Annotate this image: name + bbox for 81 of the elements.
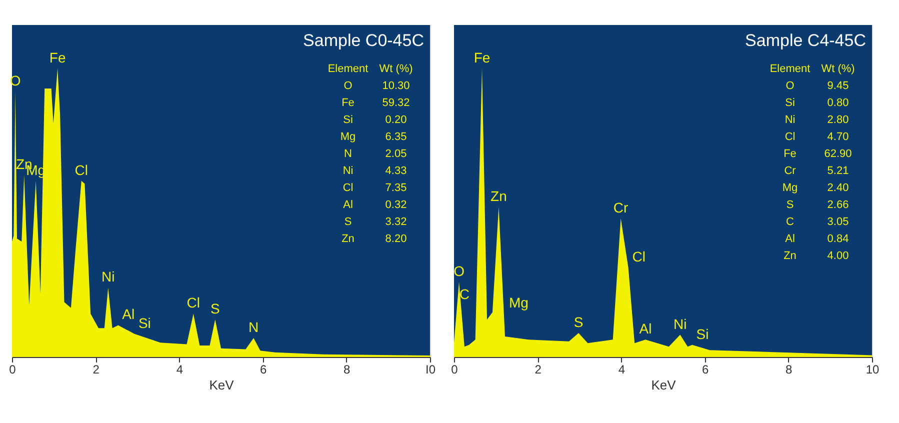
- annotation: 4.33: [385, 165, 407, 177]
- annotation: Mg: [340, 131, 356, 143]
- annotation: 59.32: [382, 97, 410, 109]
- annotation: 2.66: [827, 199, 849, 211]
- annotation: Fe: [784, 148, 796, 160]
- annotation: O: [786, 80, 795, 92]
- annotation: Ni: [102, 268, 115, 285]
- annotation: Si: [696, 326, 709, 342]
- annotation: S: [210, 300, 220, 316]
- annotation: Al: [785, 233, 795, 245]
- annotation: 2.80: [827, 114, 849, 126]
- annotation: Al: [122, 306, 135, 322]
- annotation: Fe: [474, 49, 490, 66]
- annotation: 4.00: [827, 250, 849, 262]
- annotation: S: [574, 314, 584, 330]
- annotation: Cl: [186, 294, 200, 311]
- annotation: 0.84: [827, 233, 849, 245]
- annotation: 0.32: [385, 199, 407, 211]
- x-tick-label: 2: [92, 362, 100, 376]
- annotation: Si: [138, 314, 151, 331]
- annotation: N: [344, 148, 352, 160]
- annotation: 5.21: [827, 165, 849, 177]
- x-tick-label: I0: [425, 362, 436, 376]
- x-tick-label: 2: [534, 362, 542, 376]
- annotation: 62.90: [824, 148, 852, 160]
- annotation: Fe: [49, 49, 66, 66]
- annotation: Wt (%): [821, 63, 855, 75]
- annotation: Mg: [508, 294, 528, 311]
- annotation: Cl: [632, 248, 646, 265]
- chart-title: Sample C0-45C: [303, 31, 424, 50]
- annotation: 7.35: [385, 182, 407, 194]
- annotation: Si: [343, 114, 353, 126]
- annotation: Fe: [342, 97, 354, 109]
- x-tick-label: 6: [260, 362, 267, 376]
- annotation: C: [786, 216, 794, 228]
- annotation: O: [344, 80, 353, 92]
- x-tick-label: 6: [702, 362, 709, 376]
- annotation: Cr: [613, 199, 628, 216]
- annotation: 4.70: [827, 131, 849, 143]
- annotation: 6.35: [385, 131, 407, 143]
- annotation: 2.40: [827, 182, 849, 194]
- annotation: Zn: [342, 233, 354, 245]
- annotation: S: [344, 216, 352, 228]
- x-tick-label: 4: [176, 362, 184, 376]
- annotation: Cl: [342, 182, 354, 194]
- annotation: O: [454, 262, 465, 279]
- x-tick-label: 4: [618, 362, 626, 376]
- chart-title: Sample C4-45C: [745, 31, 866, 50]
- annotation: Mg: [782, 182, 798, 194]
- annotation: Wt (%): [379, 63, 413, 75]
- annotation: S: [786, 199, 794, 211]
- annotation: N: [248, 318, 259, 335]
- annotation: 9.45: [827, 80, 849, 92]
- x-tick-label: 10: [866, 362, 880, 376]
- annotation: 2.05: [385, 148, 407, 160]
- annotation: 10.30: [382, 80, 410, 92]
- annotation: Ni: [342, 165, 354, 177]
- annotation: Cl: [784, 131, 796, 143]
- annotation: Cl: [74, 162, 88, 178]
- annotation: Cr: [784, 165, 796, 177]
- annotation: Al: [343, 199, 353, 211]
- annotation: 0.20: [385, 114, 407, 126]
- annotation: Element: [328, 63, 368, 75]
- annotation: Si: [785, 97, 795, 109]
- annotation: Ni: [674, 316, 687, 332]
- x-tick-label: 8: [344, 362, 351, 376]
- annotation: Zn: [784, 250, 796, 262]
- annotation: Al: [639, 320, 652, 337]
- annotation: Zn: [490, 188, 507, 204]
- annotation: 0.80: [827, 97, 849, 109]
- x-tick-label: 0: [451, 362, 458, 376]
- annotation: Element: [770, 63, 810, 75]
- annotation: 3.32: [385, 216, 407, 228]
- x-axis-title: KeV: [209, 378, 234, 392]
- annotation: Ni: [784, 114, 796, 126]
- x-tick-label: 8: [786, 362, 793, 376]
- x-tick-label: 0: [9, 362, 16, 376]
- annotation: 3.05: [827, 216, 849, 228]
- x-axis-title: KeV: [651, 378, 676, 392]
- annotation: 8.20: [385, 233, 407, 245]
- annotation: C: [459, 286, 470, 302]
